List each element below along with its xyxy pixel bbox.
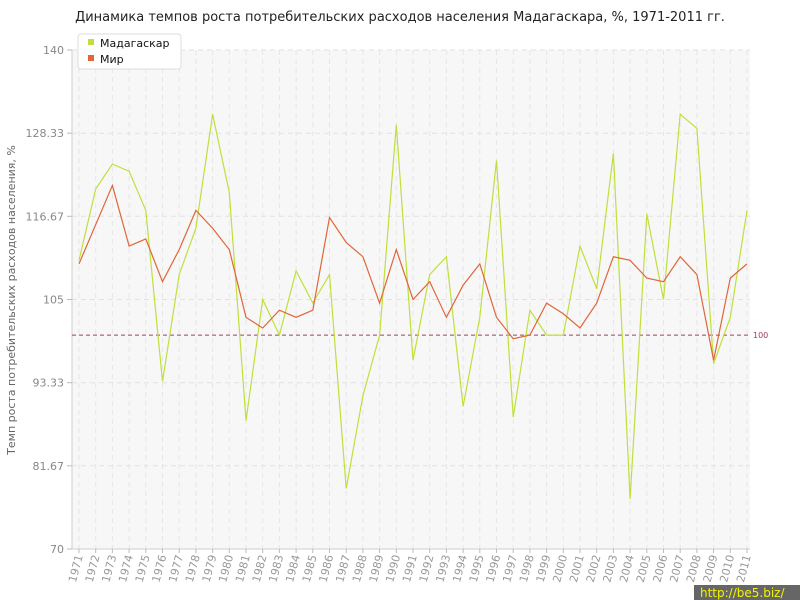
y-axis-ticks: 70 81.67 93.33 105 116.67 128.33 140 [26,44,72,556]
watermark: http://be5.biz/ [694,585,800,600]
legend-label-world: Мир [100,53,124,66]
reference-line-label: 100 [753,331,768,340]
legend-label-madagascar: Мадагаскар [100,37,170,50]
y-tick-label: 140 [43,44,64,57]
y-axis-label: Темп роста потребительских расходов насе… [5,145,18,456]
y-tick-label: 93.33 [33,377,65,390]
chart-title: Динамика темпов роста потребительских ра… [75,10,725,25]
y-tick-label: 81.67 [33,460,65,473]
watermark-text: http://be5.biz/ [700,586,785,600]
x-axis-ticks: 1971197219731974197519761977197819791980… [66,549,754,584]
series-line-madagascar [78,112,748,500]
legend-swatch-madagascar [88,39,94,45]
series-lines [78,112,748,500]
y-tick-label: 116.67 [26,210,65,223]
y-tick-label: 128.33 [26,127,65,140]
grid [72,49,750,550]
y-tick-label: 70 [50,543,64,556]
watermark-background [694,585,800,600]
y-tick-label: 105 [43,294,64,307]
legend-swatch-world [88,55,94,61]
legend-box [77,33,182,70]
series-line-world [78,183,748,361]
legend: Мадагаскар Мир [77,33,182,70]
